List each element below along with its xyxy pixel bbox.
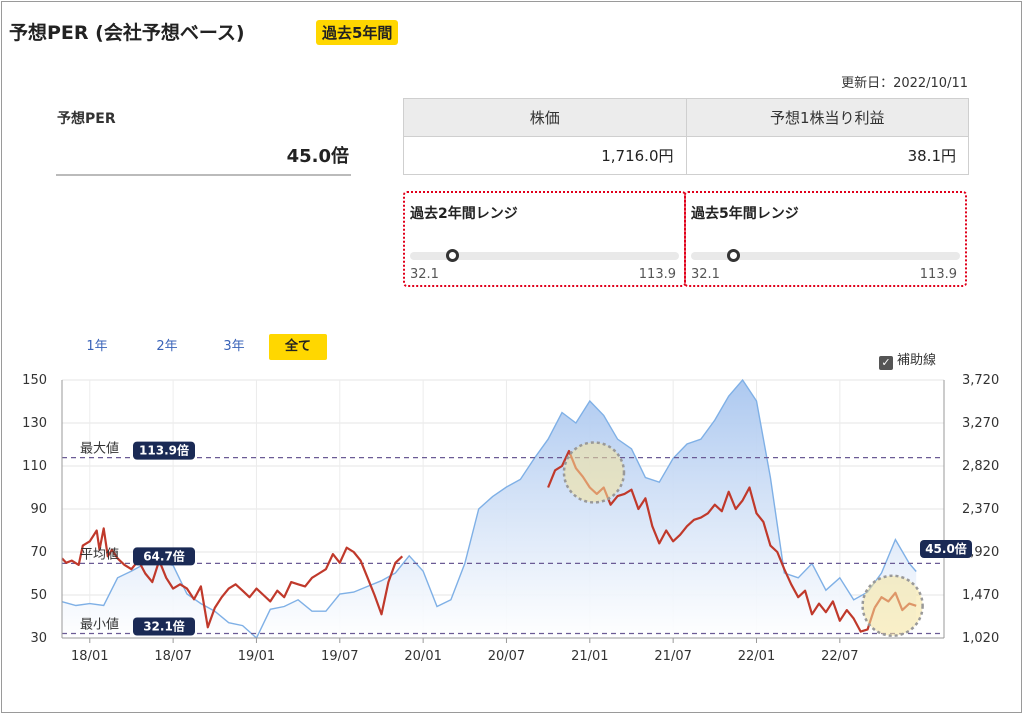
y-right-tick-3: 2,370 <box>962 502 999 517</box>
per-value: 45.0倍 <box>286 146 349 167</box>
ref-pill-2 <box>133 617 195 636</box>
highlight-circle-0 <box>562 441 626 504</box>
per-line-0 <box>61 527 404 629</box>
ref-pill-0 <box>133 441 195 460</box>
stock-price-header: 株価 <box>403 98 687 137</box>
y-right-tick-6: 1,020 <box>962 631 999 646</box>
y-left-tick-70: 70 <box>30 545 47 560</box>
y-right-tick-5: 1,470 <box>962 588 999 603</box>
aux-lines-toggle[interactable]: ✓ 補助線 <box>879 349 936 370</box>
y-right-tick-1: 3,270 <box>962 416 999 431</box>
range-2y-max: 113.9 <box>638 267 676 282</box>
tab-3y[interactable]: 3年 <box>223 339 245 354</box>
per-label: 予想PER <box>57 111 116 127</box>
x-tick-21/01: 21/01 <box>571 649 608 664</box>
y-right-tick-0: 3,720 <box>962 373 999 388</box>
x-tick-21/07: 21/07 <box>654 649 691 664</box>
stock-table: 株価 予想1株当り利益 1,716.0円 38.1円 <box>403 98 969 175</box>
range-2y-bar <box>410 252 679 260</box>
y-left-tick-130: 130 <box>22 416 47 431</box>
stock-price-value: 1,716.0円 <box>403 136 687 175</box>
range-5y-min: 32.1 <box>691 267 720 282</box>
y-left-tick-50: 50 <box>30 588 47 603</box>
range-2y-label: 過去2年間レンジ <box>410 206 518 222</box>
x-tick-18/01: 18/01 <box>71 649 108 664</box>
reference-lines <box>62 457 944 635</box>
range-5y-label: 過去5年間レンジ <box>691 206 799 222</box>
range-2y-marker <box>445 249 459 262</box>
period-badge: 過去5年間 <box>316 20 399 45</box>
price-line <box>61 378 917 640</box>
y-right-tick-2: 2,820 <box>962 459 999 474</box>
price-area <box>61 378 917 640</box>
range-5y-marker <box>726 249 740 262</box>
y-left-tick-30: 30 <box>30 631 47 646</box>
x-tick-22/07: 22/07 <box>821 649 858 664</box>
ref-label-1: 平均値 <box>80 546 119 562</box>
highlight-circle-1 <box>861 574 924 637</box>
x-tick-22/01: 22/01 <box>738 649 775 664</box>
aux-lines-label: 補助線 <box>897 353 937 368</box>
range-5y-max: 113.9 <box>919 267 957 282</box>
x-tick-20/07: 20/07 <box>488 649 525 664</box>
range-2y-min: 32.1 <box>410 267 439 282</box>
range-2y: 過去2年間レンジ 32.1 113.9 <box>403 191 686 287</box>
x-tick-19/07: 19/07 <box>321 649 358 664</box>
ref-value-2: 32.1倍 <box>143 618 185 633</box>
x-tick-20/01: 20/01 <box>404 649 441 664</box>
ref-label-0: 最大値 <box>80 441 119 457</box>
ref-pill-1 <box>133 547 195 566</box>
checkbox-checked-icon[interactable]: ✓ <box>879 356 893 370</box>
range-5y-bar <box>691 252 960 260</box>
tab-2y[interactable]: 2年 <box>156 339 178 354</box>
tab-1y[interactable]: 1年 <box>86 339 108 354</box>
per-underline <box>56 174 351 176</box>
range-5y: 過去5年間レンジ 32.1 113.9 <box>684 191 967 287</box>
highlight-circles <box>562 441 924 637</box>
updated-date: 更新日：2022/10/11 <box>841 76 968 91</box>
eps-value: 38.1円 <box>685 136 969 175</box>
current-value: 45.0倍 <box>925 541 967 556</box>
price-area-fill <box>62 380 917 638</box>
x-tick-18/07: 18/07 <box>154 649 191 664</box>
current-pill <box>920 540 972 558</box>
y-left-tick-110: 110 <box>22 459 47 474</box>
y-left-tick-90: 90 <box>30 502 47 517</box>
ref-label-2: 最小値 <box>80 616 119 632</box>
ref-value-0: 113.9倍 <box>139 443 189 458</box>
y-left-tick-150: 150 <box>22 373 47 388</box>
ref-value-1: 64.7倍 <box>143 548 185 563</box>
tab-all[interactable]: 全て <box>269 334 327 360</box>
page-title: 予想PER (会社予想ベース) <box>9 22 245 44</box>
eps-header: 予想1株当り利益 <box>685 98 969 137</box>
x-tick-19/01: 19/01 <box>238 649 275 664</box>
